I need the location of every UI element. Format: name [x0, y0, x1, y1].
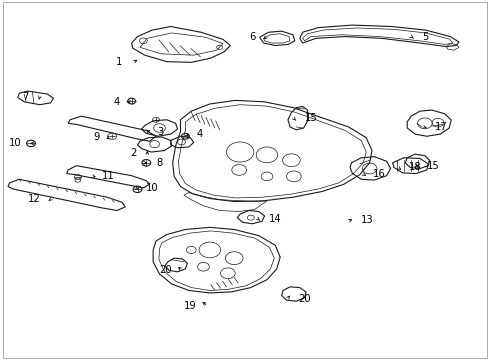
Text: 3: 3 — [157, 127, 163, 136]
Text: 14: 14 — [269, 214, 281, 224]
Text: 5: 5 — [422, 32, 428, 41]
Text: 12: 12 — [28, 194, 41, 204]
Text: 4: 4 — [196, 129, 202, 139]
Text: 17: 17 — [435, 122, 447, 132]
Text: 10: 10 — [9, 139, 21, 148]
Text: 9: 9 — [93, 132, 99, 142]
Text: 6: 6 — [249, 32, 256, 41]
Text: 13: 13 — [361, 215, 374, 225]
Text: 19: 19 — [184, 301, 197, 311]
Text: 7: 7 — [23, 92, 29, 102]
Text: 15: 15 — [427, 161, 440, 171]
Text: 15: 15 — [305, 113, 318, 123]
Text: 10: 10 — [147, 183, 159, 193]
Text: 20: 20 — [159, 265, 171, 275]
Text: 4: 4 — [113, 97, 120, 107]
Text: 18: 18 — [409, 162, 421, 172]
Text: 16: 16 — [373, 168, 386, 179]
Text: 20: 20 — [298, 294, 310, 304]
Text: 8: 8 — [156, 158, 162, 168]
Text: 11: 11 — [102, 171, 115, 181]
Text: 2: 2 — [130, 148, 137, 158]
Text: 1: 1 — [116, 57, 122, 67]
